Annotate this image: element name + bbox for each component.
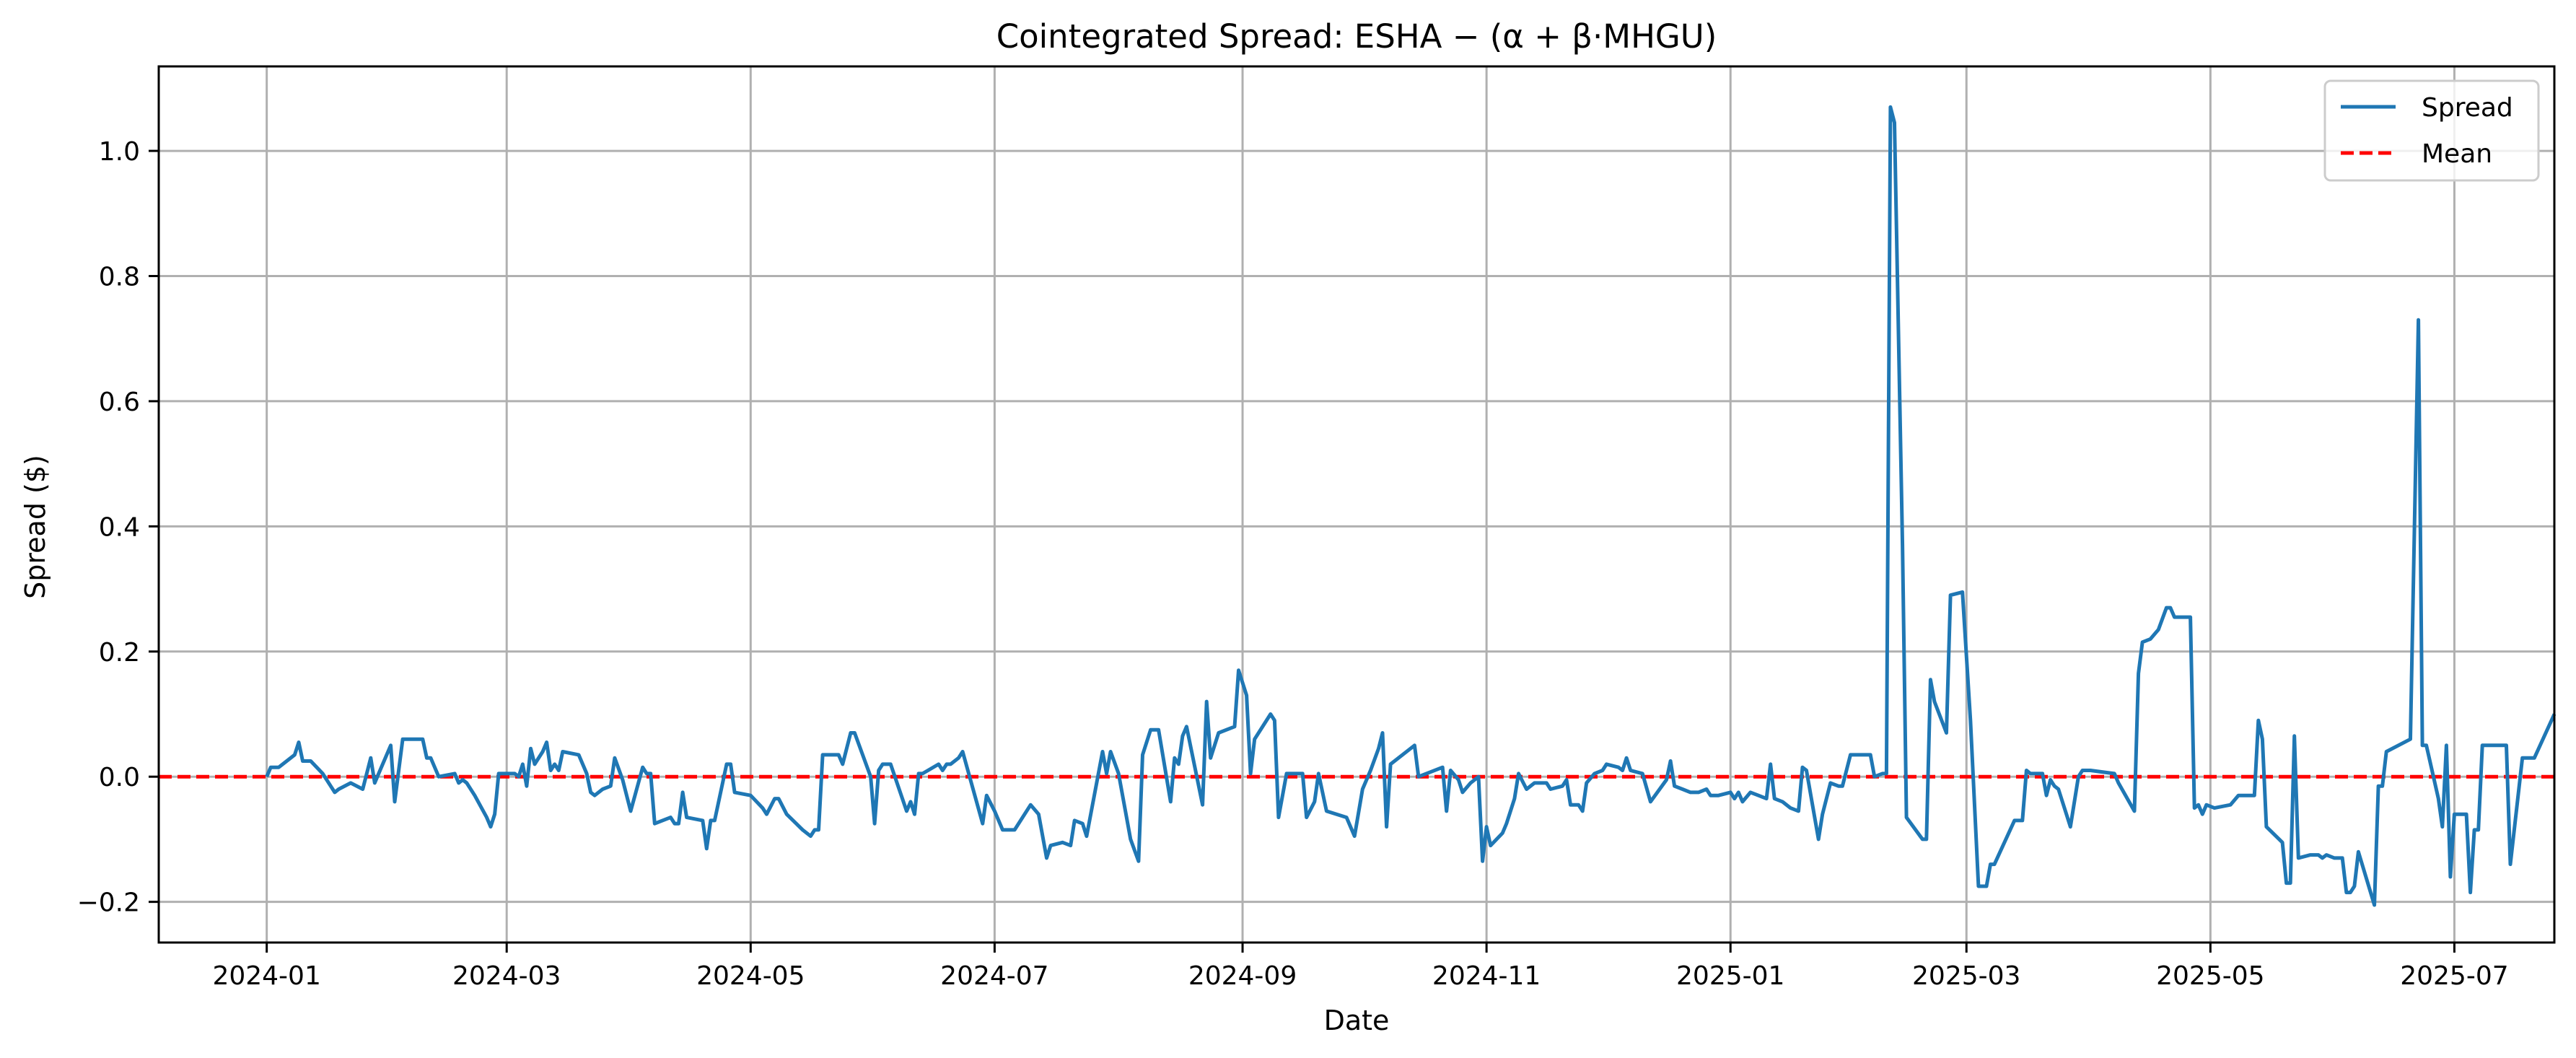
y-tick-label: 0.6 <box>99 388 140 417</box>
y-tick-label: 0.2 <box>99 638 140 668</box>
spread-line <box>265 105 2557 907</box>
chart-title: Cointegrated Spread: ESHA − (α + β·MHGU) <box>996 17 1717 56</box>
y-tick-label: 0.4 <box>99 512 140 542</box>
y-tick-label: 1.0 <box>99 137 140 167</box>
legend-spread-label: Spread <box>2422 93 2513 123</box>
x-tick-label: 2025-01 <box>1676 961 1784 991</box>
x-tick-label: 2024-09 <box>1188 961 1297 991</box>
y-tick-label: −0.2 <box>77 888 140 918</box>
x-tick-label: 2024-03 <box>452 961 561 991</box>
plot-frame <box>157 65 2556 944</box>
y-axis-ticks: −0.2 0.0 0.2 0.4 0.6 0.8 1.0 <box>77 137 159 918</box>
x-axis-label: Date <box>1324 1005 1390 1036</box>
spread-series <box>265 105 2557 907</box>
legend-mean-label: Mean <box>2422 139 2492 169</box>
x-tick-label: 2024-01 <box>212 961 320 991</box>
legend: Spread Mean <box>2323 79 2540 182</box>
x-tick-label: 2024-11 <box>1432 961 1541 991</box>
y-tick-label: 0.0 <box>99 763 140 792</box>
x-tick-label: 2024-05 <box>696 961 805 991</box>
x-tick-label: 2025-05 <box>2156 961 2264 991</box>
y-tick-label: 0.8 <box>99 262 140 292</box>
x-tick-label: 2025-07 <box>2400 961 2508 991</box>
x-axis-ticks: 2024-01 2024-03 2024-05 2024-07 2024-09 2024-… <box>212 943 2509 991</box>
x-tick-label: 2025-03 <box>1912 961 2020 991</box>
y-axis-label: Spread ($) <box>19 455 51 599</box>
x-tick-label: 2024-07 <box>940 961 1048 991</box>
